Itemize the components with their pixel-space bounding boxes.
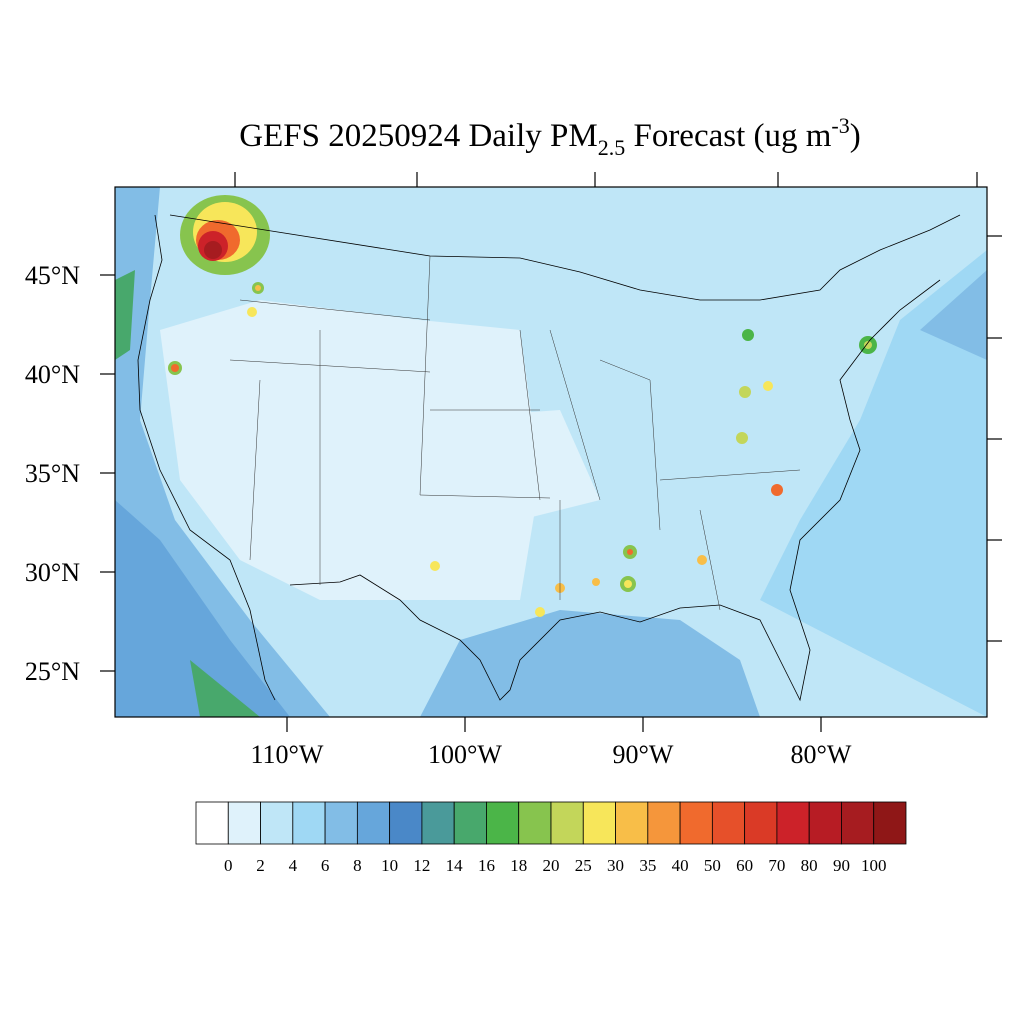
colorbar-label: 16	[478, 856, 495, 875]
colorbar-label: 18	[510, 856, 527, 875]
frame-ticks	[234, 172, 1002, 642]
colorbar-label: 60	[736, 856, 753, 875]
colorbar-box	[711, 801, 746, 845]
colorbar-label: 50	[704, 856, 721, 875]
colorbar-label: 0	[224, 856, 233, 875]
title-sup: -3	[831, 113, 849, 138]
colorbar-box	[582, 801, 616, 845]
colorbar-box	[873, 801, 907, 845]
map-frame	[114, 186, 988, 718]
colorbar-label: 14	[446, 856, 464, 875]
colorbar-box	[744, 801, 778, 845]
colorbar-box	[227, 801, 261, 845]
colorbar-box	[647, 801, 681, 845]
colorbar-label: 2	[256, 856, 265, 875]
lat-tick-label: 25°N	[25, 657, 80, 686]
colorbar-label: 4	[289, 856, 298, 875]
lon-tick-label: 110°W	[251, 740, 324, 769]
colorbar-box	[518, 801, 552, 845]
colorbar-label: 25	[575, 856, 592, 875]
lat-tick-label: 35°N	[25, 459, 80, 488]
colorbar-box	[356, 801, 391, 845]
colorbar-label: 80	[801, 856, 818, 875]
colorbar-label: 90	[833, 856, 850, 875]
colorbar-label: 100	[861, 856, 887, 875]
colorbar-label: 30	[607, 856, 624, 875]
lat-tick-label: 30°N	[25, 558, 80, 587]
colorbar-box	[615, 801, 649, 845]
lon-tick-label: 100°W	[428, 740, 502, 769]
colorbar-label: 70	[768, 856, 785, 875]
colorbar-box	[550, 801, 584, 845]
hotspots	[168, 282, 877, 617]
colorbar-box	[421, 801, 455, 845]
lat-tick-label: 40°N	[25, 360, 80, 389]
colorbar-label: 12	[413, 856, 430, 875]
lon-tick-label: 90°W	[613, 740, 674, 769]
colorbar-box	[679, 801, 713, 845]
title-end: )	[850, 118, 861, 154]
colorbar-box	[389, 801, 423, 845]
colorbar-box	[324, 801, 358, 845]
colorbar-box	[808, 801, 842, 845]
colorbar-box	[453, 801, 487, 845]
lon-tick-label: 80°W	[791, 740, 852, 769]
colorbar-box	[776, 801, 810, 845]
title-mid: Forecast (ug m	[625, 118, 832, 154]
colorbar-box	[195, 801, 229, 845]
colorbar-box	[292, 801, 326, 845]
lat-tick-label: 45°N	[25, 261, 80, 290]
title: GEFS 20250924 Daily PM2.5 Forecast (ug m…	[239, 113, 861, 160]
colorbar-box	[260, 801, 294, 845]
colorbar-label: 20	[543, 856, 560, 875]
title-sub: 2.5	[598, 135, 626, 160]
colorbar-label: 40	[672, 856, 689, 875]
colorbar-label: 35	[639, 856, 656, 875]
colorbar-box	[486, 801, 520, 845]
colorbar-label: 6	[321, 856, 330, 875]
title-main: GEFS 20250924 Daily PM	[239, 118, 597, 154]
colorbar-box	[841, 801, 875, 845]
map-field	[115, 187, 987, 717]
colorbar-label: 10	[381, 856, 398, 875]
colorbar-label: 8	[353, 856, 362, 875]
